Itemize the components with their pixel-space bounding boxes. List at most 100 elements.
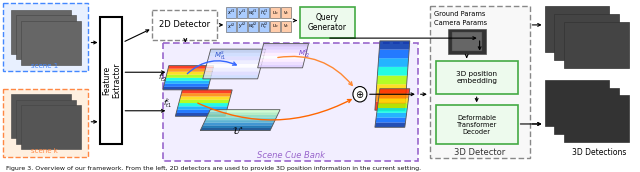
Polygon shape (202, 125, 273, 128)
FancyBboxPatch shape (20, 105, 81, 149)
Polygon shape (376, 84, 406, 93)
FancyBboxPatch shape (564, 95, 629, 142)
Polygon shape (379, 50, 409, 58)
Polygon shape (378, 103, 408, 108)
Text: $x^{t2}$: $x^{t2}$ (227, 21, 236, 31)
Text: $f_{t1}^{k}$: $f_{t1}^{k}$ (163, 96, 172, 110)
FancyBboxPatch shape (11, 94, 70, 138)
Polygon shape (166, 75, 211, 78)
Text: $\mathcal{U}$: $\mathcal{U}$ (232, 125, 243, 136)
Polygon shape (259, 62, 304, 65)
Polygon shape (175, 113, 226, 116)
Polygon shape (181, 90, 232, 93)
Text: $f_{t2}^{s}$: $f_{t2}^{s}$ (158, 72, 167, 84)
Polygon shape (378, 58, 408, 67)
Polygon shape (260, 56, 305, 59)
FancyBboxPatch shape (20, 20, 81, 64)
FancyBboxPatch shape (300, 7, 355, 38)
Text: 3D Detections: 3D Detections (572, 148, 627, 157)
FancyBboxPatch shape (237, 7, 247, 18)
Text: $u_c$: $u_c$ (271, 9, 278, 17)
Polygon shape (376, 93, 406, 101)
Polygon shape (380, 41, 410, 50)
Polygon shape (200, 128, 271, 131)
Text: Scene Cue Bank: Scene Cue Bank (257, 151, 324, 160)
FancyBboxPatch shape (11, 9, 70, 53)
FancyBboxPatch shape (248, 7, 258, 18)
FancyBboxPatch shape (281, 20, 291, 31)
Text: $w_c^{t2}$: $w_c^{t2}$ (248, 21, 258, 31)
Text: $u_c$: $u_c$ (271, 22, 278, 30)
Polygon shape (210, 49, 266, 53)
FancyBboxPatch shape (237, 20, 247, 31)
Text: $v_c$: $v_c$ (283, 9, 289, 17)
Polygon shape (376, 118, 406, 122)
Text: scene 1: scene 1 (31, 63, 58, 69)
Polygon shape (375, 101, 405, 110)
Text: Ground Params: Ground Params (434, 11, 485, 17)
FancyBboxPatch shape (15, 15, 76, 59)
Text: $\oplus$: $\oplus$ (355, 89, 365, 100)
Polygon shape (377, 108, 407, 113)
Polygon shape (179, 100, 230, 103)
Text: 3D Detector: 3D Detector (454, 148, 505, 157)
Polygon shape (203, 123, 274, 125)
Polygon shape (205, 117, 276, 120)
Text: $M_{t2}^{s}$: $M_{t2}^{s}$ (298, 47, 310, 60)
FancyBboxPatch shape (100, 17, 122, 144)
FancyBboxPatch shape (163, 42, 418, 161)
Polygon shape (260, 53, 307, 56)
Polygon shape (208, 112, 279, 115)
FancyBboxPatch shape (436, 61, 518, 94)
FancyBboxPatch shape (152, 9, 217, 40)
FancyBboxPatch shape (226, 7, 236, 18)
FancyBboxPatch shape (270, 7, 280, 18)
Polygon shape (178, 103, 228, 106)
Polygon shape (263, 44, 308, 47)
Polygon shape (204, 71, 260, 75)
Text: $y^{t2}$: $y^{t2}$ (238, 21, 246, 31)
FancyBboxPatch shape (259, 7, 269, 18)
Text: $w_c^{t1}$: $w_c^{t1}$ (248, 7, 258, 18)
FancyBboxPatch shape (564, 22, 629, 68)
Polygon shape (165, 78, 211, 81)
Polygon shape (204, 120, 275, 123)
Text: Camera Params: Camera Params (434, 20, 487, 26)
FancyBboxPatch shape (226, 20, 236, 31)
FancyBboxPatch shape (545, 80, 609, 126)
FancyBboxPatch shape (554, 14, 620, 60)
Text: Feature
Extractor: Feature Extractor (102, 63, 121, 98)
Polygon shape (258, 65, 303, 68)
Polygon shape (163, 87, 209, 90)
Polygon shape (180, 93, 231, 96)
Text: 2D Detector: 2D Detector (159, 20, 211, 29)
Polygon shape (380, 89, 410, 94)
FancyBboxPatch shape (554, 88, 620, 134)
Polygon shape (205, 68, 260, 71)
Polygon shape (164, 81, 210, 84)
Polygon shape (377, 76, 407, 84)
FancyBboxPatch shape (15, 100, 76, 144)
Polygon shape (207, 60, 262, 64)
Circle shape (353, 87, 367, 102)
Polygon shape (166, 72, 212, 75)
FancyBboxPatch shape (3, 3, 88, 71)
Polygon shape (209, 110, 280, 112)
Text: 3D position
embedding: 3D position embedding (456, 71, 497, 84)
Polygon shape (375, 122, 405, 127)
FancyBboxPatch shape (248, 20, 258, 31)
Polygon shape (164, 84, 209, 87)
FancyBboxPatch shape (452, 31, 482, 51)
Text: $h_c^{t1}$: $h_c^{t1}$ (260, 7, 268, 18)
Polygon shape (177, 106, 228, 110)
Text: $x^{t1}$: $x^{t1}$ (227, 8, 236, 17)
Text: Query
Generator: Query Generator (308, 13, 347, 32)
Polygon shape (376, 113, 406, 118)
Polygon shape (379, 94, 409, 98)
Text: $v_c$: $v_c$ (283, 22, 289, 30)
FancyBboxPatch shape (448, 29, 486, 53)
FancyBboxPatch shape (436, 105, 518, 144)
Polygon shape (209, 53, 264, 57)
Text: Deformable
Transformer
Decoder: Deformable Transformer Decoder (456, 115, 497, 135)
Text: scene k: scene k (31, 148, 58, 154)
